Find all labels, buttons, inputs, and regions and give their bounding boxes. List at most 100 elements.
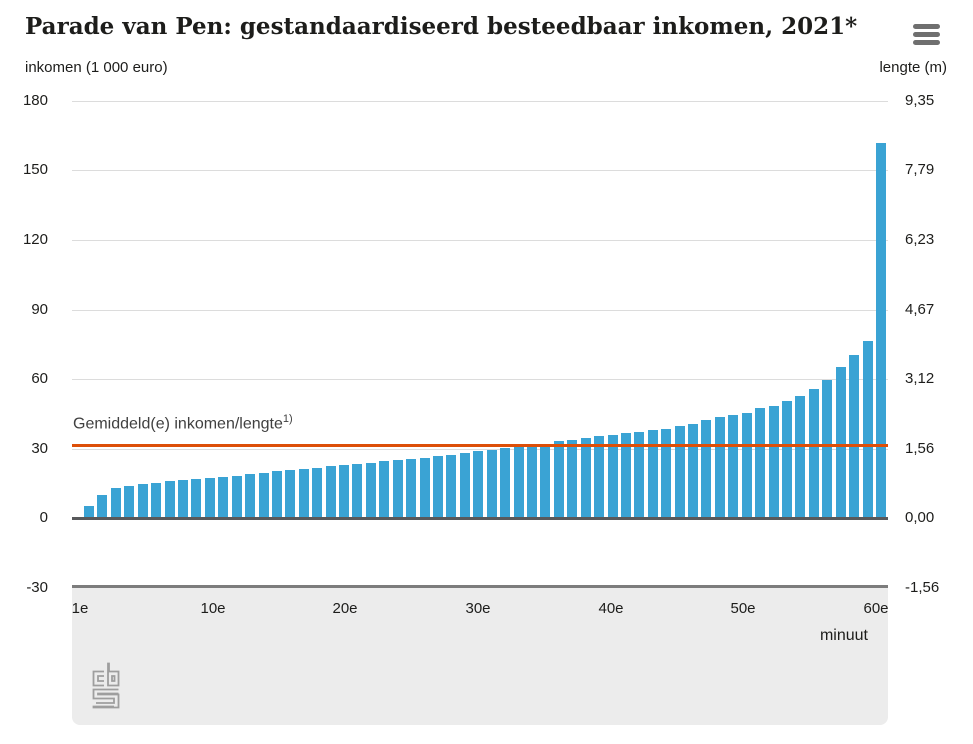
y-tick-label-right: 3,12 — [905, 370, 935, 387]
income-bar[interactable] — [863, 341, 873, 518]
income-bar[interactable] — [218, 477, 228, 518]
income-bar[interactable] — [420, 458, 430, 518]
income-bar[interactable] — [232, 476, 242, 518]
y-tick-label-left: 60 — [31, 370, 48, 387]
income-bar[interactable] — [594, 436, 604, 518]
hamburger-bar — [913, 40, 940, 45]
x-tick-label: 30e — [465, 600, 491, 617]
income-bar[interactable] — [836, 367, 846, 518]
income-bar[interactable] — [849, 355, 859, 518]
income-bar[interactable] — [728, 415, 738, 518]
income-bar[interactable] — [715, 417, 725, 518]
income-bar[interactable] — [514, 447, 524, 518]
hamburger-bar — [913, 24, 940, 29]
y-tick-label-right: 7,79 — [905, 161, 935, 178]
plot-footer-area — [72, 586, 888, 725]
income-bar[interactable] — [500, 448, 510, 518]
x-axis-label: minuut — [819, 627, 868, 644]
page-title: Parade van Pen: gestandaardiseerd bestee… — [25, 13, 858, 40]
income-bar[interactable] — [151, 483, 161, 518]
income-bar[interactable] — [366, 463, 376, 518]
income-bar[interactable] — [339, 465, 349, 518]
income-bar[interactable] — [822, 380, 832, 518]
income-bar[interactable] — [124, 486, 134, 518]
y-tick-label-right: 6,23 — [905, 231, 935, 248]
income-bar[interactable] — [581, 438, 591, 518]
income-bar[interactable] — [634, 432, 644, 518]
hamburger-menu-icon[interactable] — [913, 24, 941, 46]
income-bar[interactable] — [178, 480, 188, 518]
income-bar[interactable] — [379, 461, 389, 518]
gridline — [72, 379, 888, 380]
income-bar[interactable] — [205, 478, 215, 518]
income-bar[interactable] — [608, 435, 618, 518]
income-bar[interactable] — [111, 488, 121, 518]
mean-income-line — [72, 444, 888, 447]
zero-axis-line — [72, 517, 888, 520]
income-bar[interactable] — [299, 469, 309, 518]
income-bar[interactable] — [446, 455, 456, 518]
income-bar[interactable] — [326, 466, 336, 518]
income-bar[interactable] — [769, 406, 779, 518]
income-bar[interactable] — [648, 430, 658, 518]
income-bar[interactable] — [675, 426, 685, 518]
x-tick-label: 50e — [730, 600, 756, 617]
y-tick-label-left: 90 — [31, 301, 48, 318]
x-tick-label: 40e — [598, 600, 624, 617]
income-bar[interactable] — [245, 474, 255, 518]
income-bar[interactable] — [755, 408, 765, 518]
y-tick-label-right: 0,00 — [905, 509, 935, 526]
hamburger-bar — [913, 32, 940, 37]
income-bar[interactable] — [272, 471, 282, 518]
income-bar[interactable] — [191, 479, 201, 518]
income-bar[interactable] — [567, 440, 577, 518]
income-bar[interactable] — [782, 401, 792, 518]
income-bar[interactable] — [97, 495, 107, 518]
income-bar[interactable] — [473, 451, 483, 518]
income-bar[interactable] — [540, 445, 550, 518]
x-tick-label: 60e — [863, 600, 889, 617]
gridline — [72, 101, 888, 102]
income-bar[interactable] — [312, 468, 322, 518]
income-bar[interactable] — [487, 450, 497, 518]
income-bar[interactable] — [138, 484, 148, 518]
y-tick-label-left: 30 — [31, 440, 48, 457]
footnote-marker: 1) — [282, 413, 293, 425]
income-bar[interactable] — [661, 429, 671, 518]
x-tick-label: 20e — [332, 600, 358, 617]
y-tick-label-left: 0 — [39, 509, 48, 526]
gridline — [72, 170, 888, 171]
y-tick-label-left: 120 — [22, 231, 48, 248]
income-bar[interactable] — [876, 143, 886, 518]
mean-line-label: Gemiddeld(e) inkomen/lengte1) — [73, 413, 293, 433]
income-bar[interactable] — [554, 441, 564, 518]
income-bar[interactable] — [285, 470, 295, 518]
y-tick-label-right: 1,56 — [905, 440, 935, 457]
x-tick-label: 1e — [71, 600, 89, 617]
gridline — [72, 449, 888, 450]
y-tick-label-left: -30 — [26, 579, 48, 596]
income-bar[interactable] — [165, 481, 175, 518]
income-bar[interactable] — [809, 389, 819, 518]
gridline — [72, 240, 888, 241]
income-bar[interactable] — [406, 459, 416, 518]
income-bar[interactable] — [795, 396, 805, 518]
income-bar[interactable] — [433, 456, 443, 518]
y-tick-label-left: 150 — [22, 161, 48, 178]
income-bar[interactable] — [84, 506, 94, 518]
income-bar[interactable] — [460, 453, 470, 518]
right-axis-title: lengte (m) — [879, 59, 947, 76]
y-tick-label-right: 4,67 — [905, 301, 935, 318]
income-bar[interactable] — [527, 446, 537, 518]
income-bar[interactable] — [393, 460, 403, 518]
cbs-logo-icon — [92, 662, 120, 709]
income-bar[interactable] — [742, 413, 752, 518]
x-tick-label: 10e — [200, 600, 226, 617]
income-bar[interactable] — [688, 424, 698, 518]
income-bar[interactable] — [621, 433, 631, 518]
income-bar[interactable] — [352, 464, 362, 518]
y-tick-label-left: 180 — [22, 92, 48, 109]
income-bar[interactable] — [701, 420, 711, 518]
income-bar[interactable] — [259, 473, 269, 518]
